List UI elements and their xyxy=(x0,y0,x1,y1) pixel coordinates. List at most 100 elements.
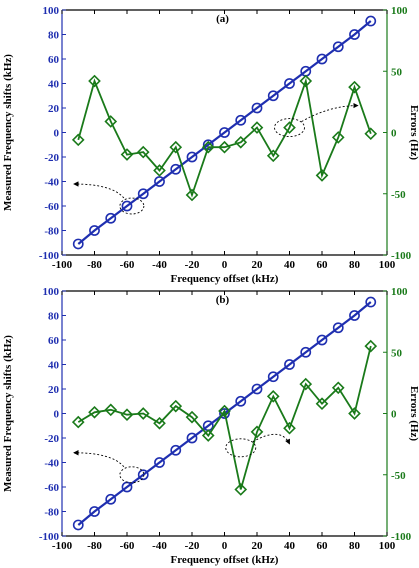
error-point xyxy=(153,416,166,430)
x-tick-label: 60 xyxy=(317,259,329,271)
y-tick-label: 80 xyxy=(48,30,60,42)
error-point xyxy=(266,390,280,403)
error-point xyxy=(364,127,378,141)
annotation-arrow-left xyxy=(73,181,125,199)
y-right-axis-title: Errors (Hz) xyxy=(408,386,419,441)
y-tick-label: -80 xyxy=(44,226,59,238)
x-axis-title: Frequency offset (kHz) xyxy=(171,273,279,285)
y-tick-label: 60 xyxy=(48,335,60,347)
error-point xyxy=(201,429,215,442)
error-point xyxy=(348,407,361,420)
error-point xyxy=(299,377,313,391)
x-tick-label: 0 xyxy=(222,259,228,271)
measured-point xyxy=(332,322,344,334)
annotation-ellipse-right xyxy=(225,438,257,458)
y-tick-label: -60 xyxy=(44,482,59,494)
measured-point xyxy=(137,188,149,200)
measured-point xyxy=(251,383,263,395)
error-point xyxy=(266,149,280,163)
x-tick-label: 100 xyxy=(379,540,396,552)
measured-point xyxy=(365,15,377,27)
y-right-tick-label: 50 xyxy=(391,347,403,359)
measured-point xyxy=(284,78,295,89)
error-line xyxy=(77,345,372,490)
y-tick-label: -20 xyxy=(44,152,59,164)
x-tick-label: 80 xyxy=(349,259,361,271)
error-point xyxy=(283,121,296,134)
measured-point xyxy=(300,346,312,358)
chart-panel-a: -100 -80 -60 -40 -20 0 20 40 60 80 100-100-80-60-4… xyxy=(2,5,419,285)
error-point xyxy=(218,404,231,418)
measured-point xyxy=(154,457,165,468)
chart-panel-b: -100 -80 -60 -40 -20 0 20 40 60 80 100-100-80-60-4… xyxy=(2,286,419,566)
error-point xyxy=(169,140,183,154)
y-tick-label: -60 xyxy=(44,201,59,213)
error-point xyxy=(136,407,150,420)
y-right-tick-label: -50 xyxy=(391,189,406,201)
x-tick-label: -40 xyxy=(152,540,167,552)
annotation-arrow-right xyxy=(252,433,290,445)
error-point xyxy=(315,169,329,182)
annotation-ellipse-left xyxy=(119,466,145,484)
measured-point xyxy=(89,506,100,517)
annotation-ellipse-right xyxy=(274,118,305,138)
x-tick-label: -100 xyxy=(52,540,73,552)
error-point xyxy=(315,397,329,411)
y-tick-label: -80 xyxy=(44,507,59,519)
panel-label: (a) xyxy=(216,13,229,25)
y-tick-label: 0 xyxy=(54,128,60,140)
measured-point xyxy=(316,334,328,346)
x-tick-label: -80 xyxy=(87,540,102,552)
error-point xyxy=(201,140,215,154)
annotation-arrow-left xyxy=(73,450,125,468)
y-tick-label: 100 xyxy=(43,286,60,298)
measured-point xyxy=(235,395,247,407)
y-right-tick-label: 100 xyxy=(391,5,408,17)
x-axis-title: Frequency offset (kHz) xyxy=(171,554,279,566)
error-point xyxy=(136,145,150,159)
error-point xyxy=(169,399,183,413)
error-point xyxy=(234,135,248,149)
y-tick-label: -20 xyxy=(44,433,59,445)
measured-point xyxy=(365,296,377,308)
measured-point xyxy=(219,408,230,419)
error-point xyxy=(234,483,248,496)
measured-point xyxy=(72,238,84,250)
measured-shift-line xyxy=(77,20,372,245)
error-point xyxy=(185,410,199,424)
error-point xyxy=(299,74,313,88)
measured-point xyxy=(316,53,328,65)
y-right-tick-label: -50 xyxy=(391,470,406,482)
y-axis-title: Measured Frequency shifts (kHz) xyxy=(2,54,14,211)
measured-point xyxy=(349,29,360,40)
panel-label: (b) xyxy=(216,294,230,306)
error-point xyxy=(250,121,264,134)
x-tick-label: 40 xyxy=(284,259,296,271)
x-tick-label: -40 xyxy=(152,259,167,271)
y-right-tick-label: 0 xyxy=(391,409,397,421)
measured-point xyxy=(186,432,198,444)
x-tick-label: 20 xyxy=(252,259,264,271)
error-point xyxy=(153,164,166,177)
measured-point xyxy=(170,444,182,456)
measured-point xyxy=(105,493,117,505)
measured-point xyxy=(235,114,247,126)
error-point xyxy=(331,381,345,395)
y-right-axis-title: Errors (Hz) xyxy=(408,105,419,160)
measured-point xyxy=(89,225,100,236)
error-point xyxy=(88,74,101,88)
y-tick-label: -40 xyxy=(44,458,59,470)
y-tick-label: -40 xyxy=(44,177,59,189)
y-tick-label: 20 xyxy=(48,103,60,115)
y-right-tick-label: 100 xyxy=(391,286,408,298)
x-tick-label: 0 xyxy=(222,540,228,552)
measured-point xyxy=(251,102,263,114)
y-right-tick-label: 50 xyxy=(391,66,403,78)
measured-point xyxy=(267,371,279,383)
x-tick-label: -100 xyxy=(52,259,73,271)
measured-point xyxy=(219,127,230,138)
y-tick-label: -100 xyxy=(39,250,60,262)
y-right-tick-label: 0 xyxy=(391,128,397,140)
annotation-ellipse-left xyxy=(119,197,145,215)
